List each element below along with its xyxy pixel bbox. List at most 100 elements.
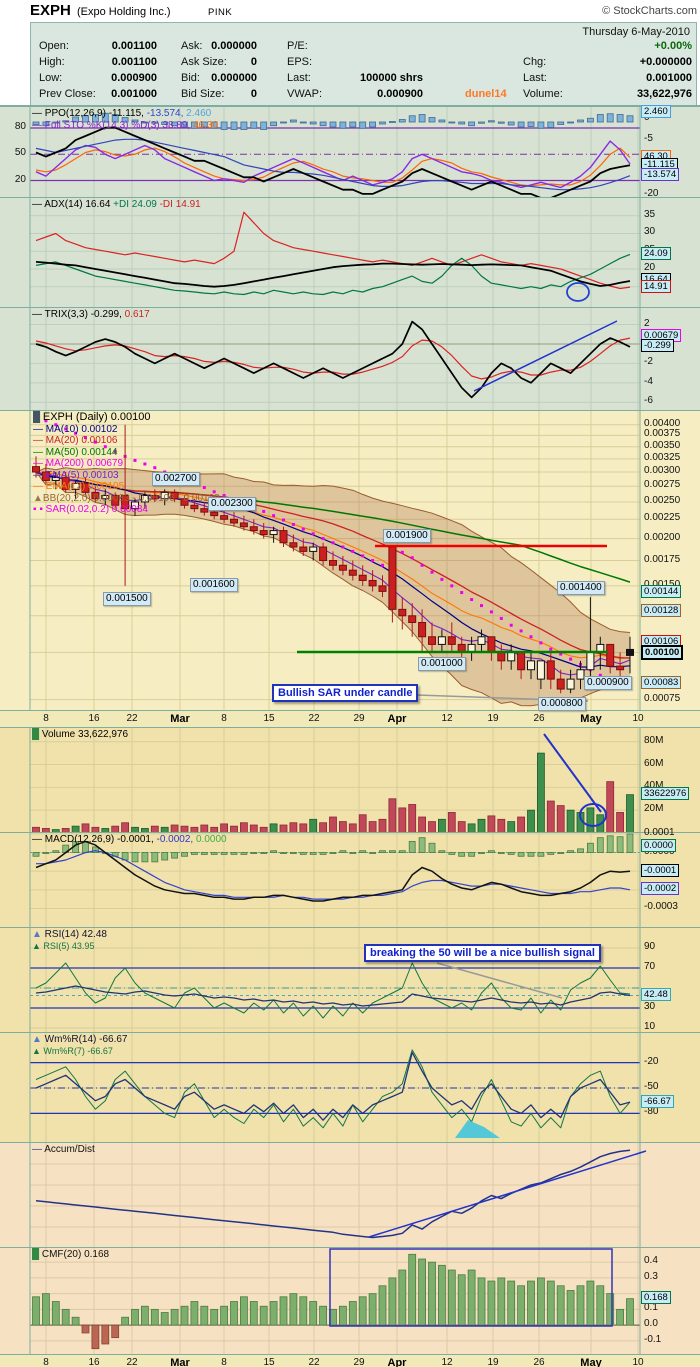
axis-tick: -5 xyxy=(644,132,653,144)
date-label: Mar xyxy=(170,713,190,725)
chart-area: 0-5-208050202.46046.30-11.115-13.5743530… xyxy=(0,104,700,1367)
legend-text: ▲ xyxy=(32,940,41,951)
legend-text: EMA(5) 0.00103 xyxy=(45,469,119,481)
bidsize-label: Bid Size: xyxy=(181,88,225,100)
axis-tick: 20 xyxy=(14,173,26,185)
legend-text: — xyxy=(32,108,45,119)
axis-tick: 20 xyxy=(644,261,656,273)
axis-tick: 40M xyxy=(644,780,664,792)
date-label: 12 xyxy=(441,713,453,724)
date-label: 8 xyxy=(43,1357,49,1367)
percent-change: +0.00% xyxy=(654,40,692,52)
price-annotation: 0.002700 xyxy=(152,472,200,486)
price-annotation: 0.002300 xyxy=(208,497,256,511)
axis-tick: 30 xyxy=(644,1001,656,1012)
axis-tick: -20 xyxy=(644,1055,659,1067)
legend-adx: — ADX(14) 16.64 +DI 24.09 -DI 14.91 xyxy=(32,199,201,211)
legend-text: █ xyxy=(32,1249,42,1260)
axis-tick: 0.0001 xyxy=(644,826,675,838)
axis-value-tag: -66.67 xyxy=(641,1094,674,1108)
date-label: 10 xyxy=(632,713,644,724)
legend-text: MA(10) 0.00102 xyxy=(45,423,118,435)
panel-accum xyxy=(0,1142,700,1248)
price-annotation: 0.001400 xyxy=(557,581,605,595)
axis-value-tag: 42.48 xyxy=(641,988,671,1002)
date-label: 22 xyxy=(126,1357,138,1367)
price-annotation: 0.001000 xyxy=(418,657,466,671)
axis-value-tag: 0.168 xyxy=(641,1291,671,1305)
ticker-symbol: EXPH xyxy=(30,2,71,19)
panel-trix xyxy=(0,307,700,411)
date-label: Apr xyxy=(387,1357,407,1367)
legend-text: █ xyxy=(32,729,42,740)
legend-text: — xyxy=(33,423,46,435)
legend-text: ADX(14) 16.64 xyxy=(44,199,114,210)
lastsize-value: 100000 shrs xyxy=(360,72,423,84)
legend-text: 46.30 xyxy=(190,119,219,131)
high-label: High: xyxy=(39,56,65,68)
legend-text: Volume 33,622,976 xyxy=(41,729,129,740)
panel-dax2: 8 16 22 Mar 8 15 22 29 Apr 12 19 26 May 10 xyxy=(0,1354,700,1367)
panel-dax1: 8 16 22 Mar 8 15 22 29 Apr 12 19 26 May 10 xyxy=(0,710,700,727)
axis-value-tag: 2.460 xyxy=(641,104,671,118)
axis-tick: 60M xyxy=(644,757,664,769)
axis-tick: 0.00175 xyxy=(644,553,681,565)
legend-text: 0.617 xyxy=(124,309,150,320)
axis-tick: 0.00350 xyxy=(644,439,681,451)
axis-tick: 30 xyxy=(644,226,656,238)
legend-text: ▲ xyxy=(32,1034,42,1045)
axis-value-tag: -0.299 xyxy=(641,339,674,353)
low-label: Low: xyxy=(39,72,63,84)
legend-cmf: █ CMF(20) 0.168 xyxy=(32,1249,109,1261)
date-label: May xyxy=(580,713,602,725)
axis-tick: -0.0003 xyxy=(644,901,678,913)
legend-text: BB(20,2.0) 0.00083 - 0.00106 - 0.00128 xyxy=(42,492,220,504)
legend-text: RSI(5) 43.95 xyxy=(40,940,95,951)
high-value: 0.001100 xyxy=(111,56,157,68)
axis-tick: 0.1 xyxy=(644,1302,658,1314)
legend-text: PPO(12,26,9) -11.115, xyxy=(44,108,144,119)
chg-value: +0.000000 xyxy=(639,56,692,68)
lastsize-label: Last: xyxy=(287,72,311,84)
legend-text: MACD(12,26,9) -0.0001, xyxy=(44,834,157,845)
axis-tick: 0.0 xyxy=(644,1318,658,1330)
panel-main xyxy=(0,410,700,711)
volume-value: 33,622,976 xyxy=(636,88,692,100)
asksize-value: 0 xyxy=(250,56,257,68)
date-label: 15 xyxy=(263,1357,275,1367)
open-value: 0.001100 xyxy=(111,40,157,52)
legend-text: CMF(20) 0.168 xyxy=(41,1249,110,1260)
axis-tick: -2 xyxy=(644,356,653,368)
copyright: © StockCharts.com xyxy=(602,5,697,17)
date-label: Apr xyxy=(387,713,407,725)
axis-tick: -6 xyxy=(644,395,653,407)
legend-text: █ xyxy=(33,412,43,423)
axis-tick: 0.00375 xyxy=(644,428,681,440)
legend-text: ▲ xyxy=(32,929,42,940)
legend-text: EMA(13) 0.00105 xyxy=(45,481,125,492)
date-label: 12 xyxy=(441,1357,453,1367)
eps-label: EPS: xyxy=(287,56,313,68)
legend-rsi: ▲ RSI(14) 42.48 ▲ RSI(5) 43.95 xyxy=(32,929,107,952)
price-annotation: 0.000900 xyxy=(584,676,632,690)
username: dunel14 xyxy=(465,88,507,100)
axis-value-tag: 24.09 xyxy=(641,246,671,260)
legend-text: 0.0000 xyxy=(195,834,227,845)
axis-tick: 0.00250 xyxy=(644,494,681,506)
legend-text: -DI 14.91 xyxy=(159,199,201,210)
legend-text: ▲ xyxy=(32,1045,41,1056)
legend-text: TRIX(3,3) -0.299, xyxy=(44,309,125,320)
last-label: Last: xyxy=(523,72,547,84)
vwap-label: VWAP: xyxy=(287,88,323,100)
volume-label: Volume: xyxy=(523,88,563,100)
axis-tick: 2 xyxy=(644,317,650,329)
axis-value-tag: 0.00144 xyxy=(641,585,682,599)
legend-text: Wm%R(7) -66.67 xyxy=(40,1045,113,1056)
date-label: 16 xyxy=(88,1357,100,1367)
date-label: May xyxy=(580,1357,602,1367)
legend-trix: — TRIX(3,3) -0.299, 0.617 xyxy=(32,309,150,321)
axis-tick: 50 xyxy=(14,147,26,159)
legend-text: — xyxy=(33,435,46,446)
panel-macd xyxy=(0,832,700,928)
axis-tick: 20M xyxy=(644,803,664,815)
